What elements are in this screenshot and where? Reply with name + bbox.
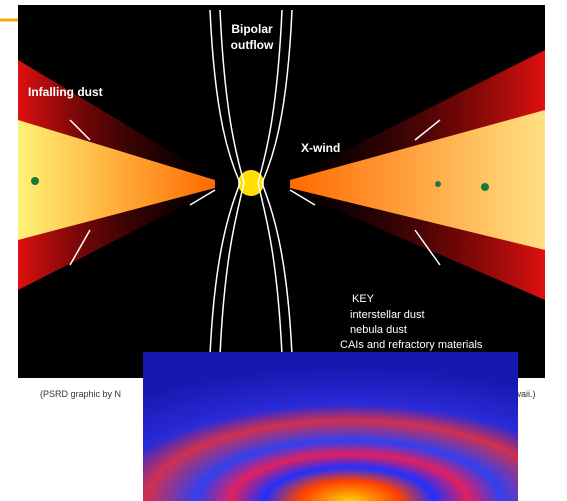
key-item: nebula dust — [350, 324, 407, 336]
label-bipolar: Bipolar — [231, 22, 273, 36]
caption-left: (PSRD graphic by N — [40, 389, 121, 399]
slide-canvas: Bipolar outflow Infalling dust X-wind KE… — [0, 0, 567, 501]
key-title: KEY — [352, 293, 375, 305]
key-item: CAIs and refractory materials — [340, 339, 483, 351]
label-outflow: outflow — [231, 38, 274, 52]
overlay-image — [143, 352, 518, 501]
slide: Bipolar outflow Infalling dust X-wind KE… — [0, 0, 567, 501]
label-infalling: Infalling dust — [28, 85, 103, 99]
label-xwind: X-wind — [301, 141, 340, 155]
key-item: interstellar dust — [350, 309, 425, 321]
